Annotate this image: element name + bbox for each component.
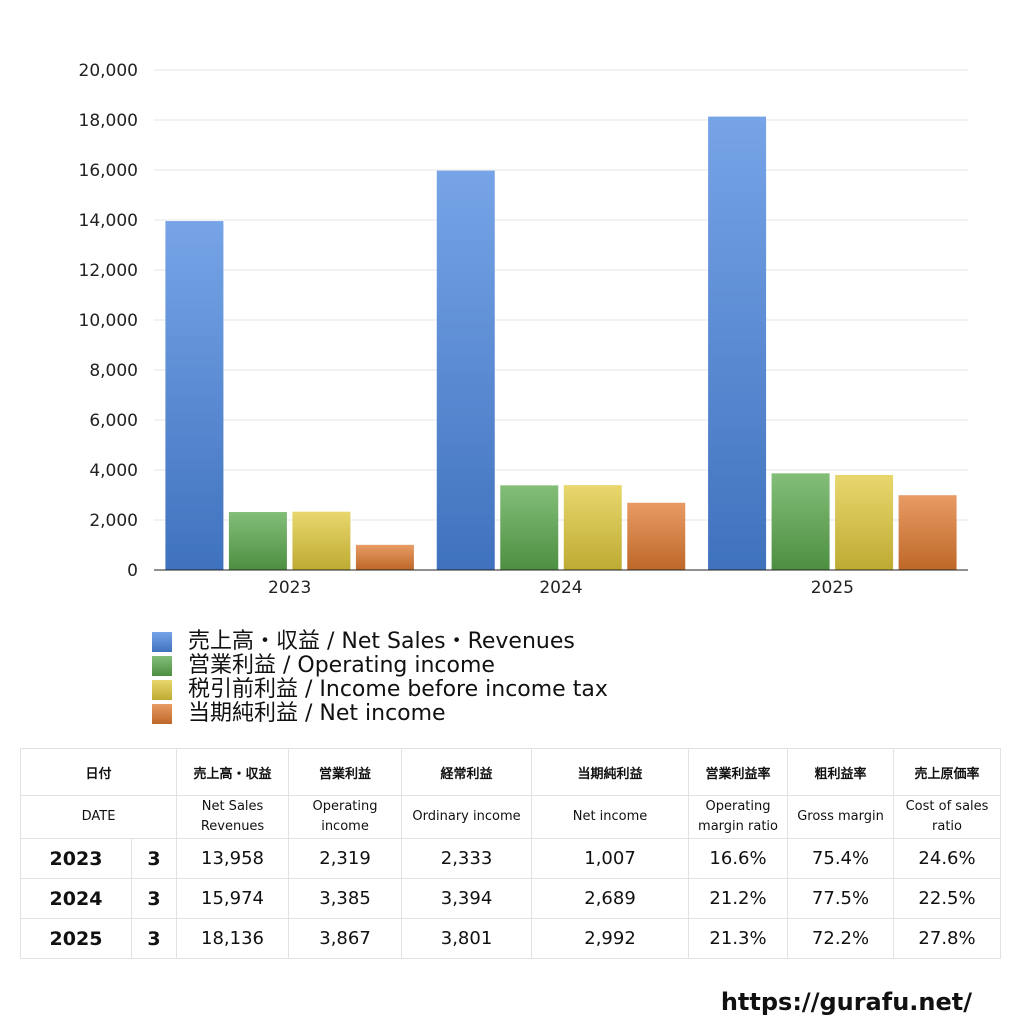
header-net-income-en: Net income [531,795,690,839]
header-gross-margin-en: Gross margin [787,795,895,839]
y-tick-label: 14,000 [79,211,138,231]
y-tick-label: 8,000 [89,361,138,381]
legend-item: 当期純利益 / Net income [152,702,608,726]
legend-label: 売上高・収益 / Net Sales・Revenues [188,629,575,654]
bar-2023-series-3 [355,544,414,570]
bar-2024-series-1 [500,485,559,570]
legend-item: 税引前利益 / Income before income tax [152,678,608,702]
header-operating-margin-en: Operating margin ratio [688,795,789,839]
cell-cost-ratio: 27.8% [893,918,1002,959]
header-net-income-jp: 当期純利益 [531,748,690,796]
bar-2024-series-2 [563,485,622,570]
table-row: 2023 3 13,958 2,319 2,333 1,007 16.6% 75… [20,838,1002,879]
table-row: 2024 3 15,974 3,385 3,394 2,689 21.2% 77… [20,878,1002,919]
header-cost-ratio-jp: 売上原価率 [893,748,1002,796]
x-tick-label: 2025 [811,578,854,598]
x-axis-ticks: 2023 2024 2025 [268,578,854,598]
legend-item: 売上高・収益 / Net Sales・Revenues [152,630,608,654]
bar-2023-series-1 [228,512,287,570]
y-tick-label: 10,000 [79,311,138,331]
cell-ordinary-income: 2,333 [401,838,533,879]
legend-swatch-operating-income [152,656,172,676]
legend-item: 営業利益 / Operating income [152,654,608,678]
y-tick-label: 0 [127,561,138,581]
header-date-jp: 日付 [19,748,178,796]
cell-net-income: 1,007 [531,838,690,879]
cell-operating-margin: 21.3% [688,918,789,959]
cell-ordinary-income: 3,801 [401,918,533,959]
table-row: 2025 3 18,136 3,867 3,801 2,992 21.3% 72… [20,918,1002,959]
cell-gross-margin: 77.5% [787,878,895,919]
cell-operating-income: 3,385 [288,878,403,919]
header-operating-income-jp: 営業利益 [288,748,403,796]
legend-swatch-net-income [152,704,172,724]
chart-legend: 売上高・収益 / Net Sales・Revenues 営業利益 / Opera… [152,630,608,726]
bar-2025-series-3 [898,495,957,570]
cell-operating-income: 3,867 [288,918,403,959]
row-month: 3 [130,838,178,879]
table-header-row-en: DATE Net Sales Revenues Operating income… [19,795,1002,839]
x-tick-label: 2024 [539,578,582,598]
cell-operating-income: 2,319 [288,838,403,879]
bar-2024-series-3 [627,502,686,570]
row-year: 2023 [20,838,132,879]
y-tick-label: 16,000 [79,161,138,181]
bar-2025-series-0 [708,116,767,570]
table-header-row-jp: 日付 売上高・収益 営業利益 経常利益 当期純利益 営業利益率 粗利益率 売上原… [19,748,1002,796]
cell-ordinary-income: 3,394 [401,878,533,919]
legend-label: 税引前利益 / Income before income tax [188,677,608,702]
bar-2025-series-1 [771,473,830,570]
cell-operating-margin: 16.6% [688,838,789,879]
bar-2024-series-0 [436,170,495,570]
header-net-sales-jp: 売上高・収益 [176,748,290,796]
header-operating-income-en: Operating income [288,795,403,839]
header-gross-margin-jp: 粗利益率 [787,748,895,796]
gridlines [154,69,968,521]
y-tick-label: 18,000 [79,111,138,131]
cell-gross-margin: 72.2% [787,918,895,959]
header-cost-ratio-en: Cost of sales ratio [893,795,1002,839]
cell-net-sales: 15,974 [176,878,290,919]
bar-2023-series-2 [292,511,351,570]
cell-net-sales: 18,136 [176,918,290,959]
legend-swatch-income-before-tax [152,680,172,700]
cell-net-income: 2,689 [531,878,690,919]
row-month: 3 [130,878,178,919]
row-year: 2024 [20,878,132,919]
legend-label: 当期純利益 / Net income [188,701,446,726]
cell-net-sales: 13,958 [176,838,290,879]
cell-cost-ratio: 22.5% [893,878,1002,919]
bars [165,116,957,571]
y-tick-label: 6,000 [89,411,138,431]
cell-gross-margin: 75.4% [787,838,895,879]
legend-label: 営業利益 / Operating income [188,653,495,678]
cell-net-income: 2,992 [531,918,690,959]
x-tick-label: 2023 [268,578,311,598]
y-tick-label: 2,000 [89,511,138,531]
bar-2023-series-0 [165,221,224,571]
y-tick-label: 4,000 [89,461,138,481]
bar-2025-series-2 [835,474,894,570]
bar-chart: 0 2,000 4,000 6,000 8,000 10,000 12,000 14,000 1… [79,61,968,598]
header-net-sales-en: Net Sales Revenues [176,795,290,839]
row-month: 3 [130,918,178,959]
header-operating-margin-jp: 営業利益率 [688,748,789,796]
legend-swatch-net-sales [152,632,172,652]
header-ordinary-income-jp: 経常利益 [401,748,533,796]
site-url-text: https://gurafu.net/ [720,988,972,1016]
y-tick-label: 12,000 [79,261,138,281]
row-year: 2025 [20,918,132,959]
cell-cost-ratio: 24.6% [893,838,1002,879]
y-tick-label: 20,000 [79,61,138,81]
cell-operating-margin: 21.2% [688,878,789,919]
y-axis-ticks: 0 2,000 4,000 6,000 8,000 10,000 12,000 14,000 1… [79,61,138,581]
header-ordinary-income-en: Ordinary income [401,795,533,839]
header-date-en: DATE [19,795,178,839]
financial-data-table: 日付 売上高・収益 営業利益 経常利益 当期純利益 営業利益率 粗利益率 売上原… [19,748,1002,959]
